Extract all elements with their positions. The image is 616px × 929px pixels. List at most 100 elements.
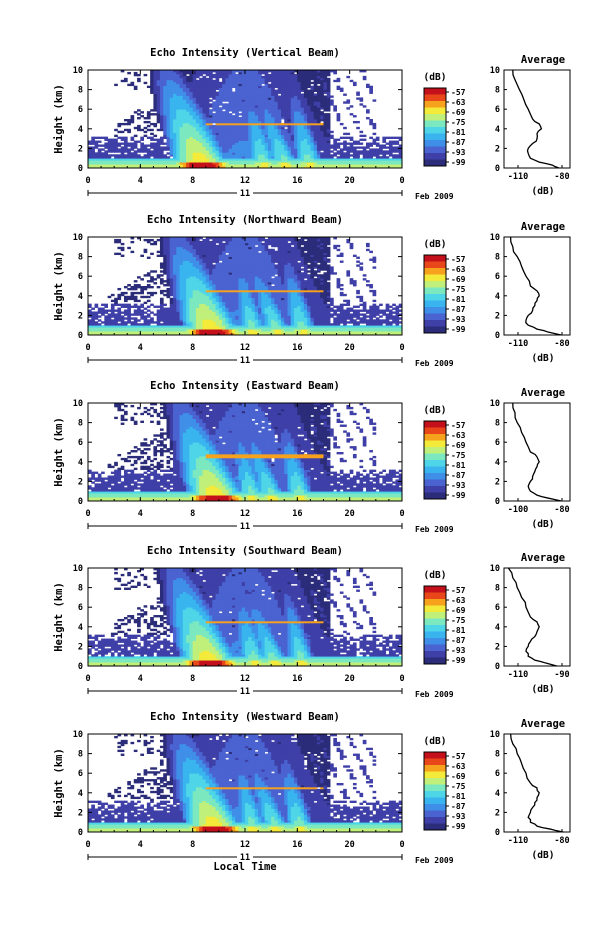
heatmap-cell <box>120 160 125 163</box>
heatmap-cell <box>222 130 226 134</box>
heatmap-cell <box>313 150 318 153</box>
heatmap-cell <box>159 244 164 248</box>
heatmap-cell <box>235 303 239 306</box>
heatmap-cell <box>323 156 328 159</box>
heatmap-cell <box>290 97 295 100</box>
heatmap-cell <box>110 146 115 149</box>
heatmap-cell <box>280 148 285 151</box>
heatmap-cell <box>133 142 138 145</box>
heatmap-cell <box>274 97 279 100</box>
heatmap-cell <box>156 117 161 120</box>
heatmap-cell <box>205 289 210 293</box>
heatmap-cell <box>254 75 259 79</box>
heatmap-cell <box>199 117 203 120</box>
heatmap-cell <box>290 166 295 169</box>
heatmap-cell <box>215 124 220 128</box>
heatmap-cell <box>189 97 194 100</box>
heatmap-cell <box>330 103 334 106</box>
heatmap-cell <box>133 134 138 138</box>
heatmap-cell <box>225 105 230 108</box>
heatmap-cell <box>254 97 259 100</box>
heatmap-cell <box>199 297 203 301</box>
heatmap-cell <box>107 146 112 149</box>
heatmap-cell <box>130 83 135 87</box>
heatmap-cell <box>228 156 233 159</box>
heatmap-cell <box>199 99 203 102</box>
heatmap-cell <box>343 166 347 169</box>
heatmap-cell <box>264 122 269 126</box>
heatmap-cell <box>349 150 354 153</box>
heatmap-cell <box>202 75 207 79</box>
heatmap-cell <box>326 95 331 98</box>
heatmap-cell <box>199 89 203 92</box>
heatmap-cell <box>303 99 308 102</box>
heatmap-cell <box>169 256 174 259</box>
heatmap-cell <box>254 120 259 124</box>
heatmap-cell <box>222 309 226 312</box>
heatmap-cell <box>120 122 125 126</box>
heatmap-cell <box>290 126 295 130</box>
heatmap-cell <box>231 130 236 134</box>
heatmap-cell <box>173 264 177 267</box>
heatmap-cell <box>97 154 102 157</box>
heatmap-cell <box>241 138 246 141</box>
heatmap-cell <box>104 325 109 328</box>
heatmap-cell <box>346 136 351 139</box>
heatmap-cell <box>313 128 318 132</box>
heatmap-cell <box>176 311 180 314</box>
heatmap-cell <box>166 254 171 257</box>
heatmap-cell <box>169 89 174 92</box>
heatmap-cell <box>245 166 249 169</box>
heatmap-cell <box>146 117 151 120</box>
heatmap-cell <box>218 246 223 250</box>
heatmap-cell <box>271 73 275 77</box>
heatmap-cell <box>323 144 328 147</box>
heatmap-cell <box>258 132 262 136</box>
heatmap-cell <box>231 303 236 306</box>
heatmap-cell <box>169 309 174 312</box>
heatmap-cell <box>97 323 102 326</box>
heatmap-cell <box>163 303 167 306</box>
heatmap-cell <box>398 148 403 151</box>
heatmap-cell <box>238 154 243 157</box>
heatmap-cell <box>205 276 210 279</box>
heatmap-cell <box>146 156 151 159</box>
heatmap-cell <box>254 115 259 118</box>
heatmap-cell <box>274 111 279 114</box>
heatmap-cell <box>395 136 400 139</box>
heatmap-cell <box>97 333 102 336</box>
heatmap-cell <box>290 89 295 92</box>
heatmap-cell <box>97 162 102 165</box>
heatmap-cell <box>287 128 292 132</box>
heatmap-cell <box>107 166 112 169</box>
heatmap-cell <box>261 162 266 165</box>
heatmap-cell <box>195 115 200 118</box>
heatmap-cell <box>235 268 239 271</box>
heatmap-cell <box>156 311 161 314</box>
heatmap-cell <box>169 311 174 314</box>
heatmap-cell <box>303 142 308 145</box>
heatmap-cell <box>254 111 259 114</box>
heatmap-cell <box>274 89 279 92</box>
heatmap-cell <box>163 264 167 267</box>
heatmap-cell <box>202 107 207 110</box>
heatmap-cell <box>261 101 266 104</box>
heatmap-cell <box>352 83 357 87</box>
heatmap-cell <box>310 146 315 149</box>
heatmap-cell <box>209 331 213 334</box>
heatmap-cell <box>218 70 223 73</box>
heatmap-cell <box>375 136 380 139</box>
heatmap-cell <box>258 166 262 169</box>
heatmap-cell <box>192 89 197 92</box>
heatmap-cell <box>202 113 207 116</box>
heatmap-cell <box>290 71 295 75</box>
heatmap-cell <box>182 140 187 143</box>
heatmap-cell <box>97 158 102 161</box>
heatmap-cell <box>182 293 187 297</box>
heatmap-cell <box>251 126 256 130</box>
heatmap-cell <box>258 120 262 124</box>
heatmap-cell <box>133 150 138 153</box>
heatmap-cell <box>307 75 311 79</box>
heatmap-cell <box>385 150 390 153</box>
heatmap-cell <box>274 99 279 102</box>
